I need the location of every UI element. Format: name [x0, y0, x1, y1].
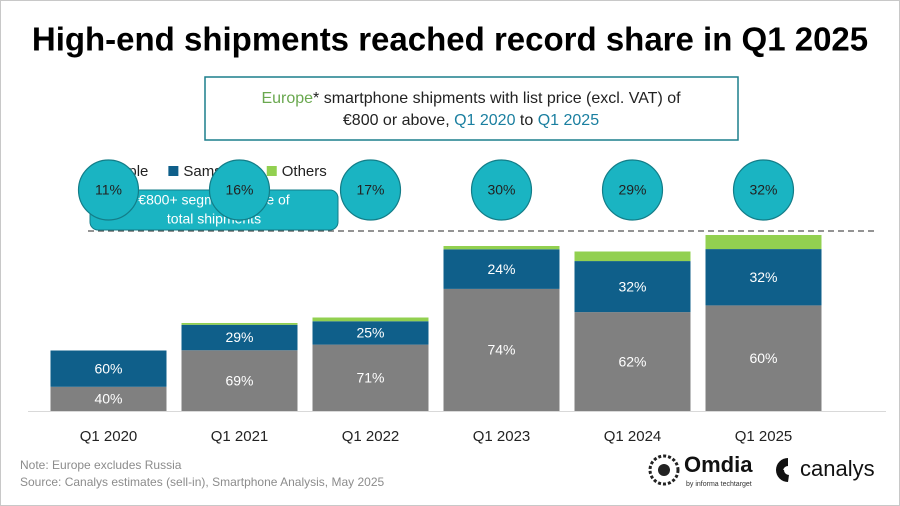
bar-segment — [443, 249, 560, 289]
canalys-logo: canalys — [776, 456, 875, 482]
share-bubble — [470, 159, 533, 221]
bar-segment — [181, 324, 298, 351]
data-label: 24% — [487, 261, 515, 277]
data-label: 32% — [749, 269, 777, 285]
share-label: 30% — [487, 182, 515, 198]
bar-segment — [181, 323, 298, 325]
omdia-logo: Omdia by informa techtarget — [648, 452, 753, 488]
bar-segment — [574, 251, 691, 262]
data-label: 74% — [487, 342, 515, 358]
subtitle-part: * smartphone shipments with list price (… — [313, 90, 681, 107]
data-label: 69% — [225, 372, 253, 388]
x-tick-label: Q1 2023 — [473, 428, 531, 445]
bar-segment — [312, 344, 429, 411]
share-label: 16% — [225, 182, 253, 198]
x-tick-label: Q1 2020 — [80, 428, 138, 445]
bar-segment — [443, 246, 560, 250]
data-label: 60% — [749, 350, 777, 366]
data-label: 62% — [618, 353, 646, 369]
data-label: 71% — [356, 370, 384, 386]
share-bubble — [339, 159, 402, 221]
note: Note: Europe excludes Russia — [20, 458, 182, 472]
data-label: 32% — [618, 278, 646, 294]
share-bubble — [601, 159, 664, 221]
x-tick-label: Q1 2022 — [342, 428, 400, 445]
subtitle-part: Europe — [261, 90, 313, 107]
data-label: 60% — [94, 360, 122, 376]
bar-segment — [312, 321, 429, 345]
subtitle-part: Q1 2025 — [538, 112, 599, 129]
subtitle-part: €800 or above, — [343, 112, 454, 129]
bar-segment — [443, 288, 560, 411]
legend-swatch — [266, 166, 277, 176]
logo-text: Omdia — [684, 452, 753, 477]
chart-title: High-end shipments reached record share … — [32, 21, 868, 58]
logo-icon — [776, 458, 789, 482]
share-label: 32% — [749, 182, 777, 198]
share-bubble — [77, 159, 140, 221]
bar-segment — [705, 305, 822, 411]
share-label: 11% — [95, 182, 122, 198]
bar-segment — [574, 261, 691, 313]
legend-swatch — [168, 166, 179, 176]
subtitle: €800 or above, Q1 2020 to Q1 2025 — [343, 112, 599, 129]
share-label: 29% — [618, 182, 646, 198]
logo-icon — [658, 464, 670, 476]
x-tick-label: Q1 2021 — [211, 428, 269, 445]
bar-segment — [181, 350, 298, 411]
x-tick-label: Q1 2024 — [604, 428, 662, 445]
legend-label: Others — [282, 163, 327, 180]
data-label: 40% — [94, 391, 122, 407]
bar-segment — [705, 249, 822, 306]
bar-segment — [312, 317, 429, 322]
bar-segment — [574, 312, 691, 411]
subtitle-part: Q1 2020 — [454, 112, 515, 129]
logo-icon — [648, 454, 680, 486]
bar-segment — [50, 386, 167, 411]
note: Source: Canalys estimates (sell-in), Sma… — [20, 475, 384, 489]
subtitle: Europe* smartphone shipments with list p… — [261, 90, 681, 107]
bar-segment — [705, 235, 822, 250]
bar-segment — [50, 350, 167, 387]
logo-subtext: by informa techtarget — [686, 481, 752, 488]
share-label: 17% — [356, 182, 384, 198]
subtitle-box — [204, 76, 739, 141]
data-label: 29% — [225, 329, 253, 345]
logo-text: canalys — [800, 456, 875, 481]
subtitle-part: to — [515, 112, 537, 129]
share-bubble — [208, 159, 271, 221]
data-label: 25% — [356, 325, 384, 341]
share-bubble — [732, 159, 795, 221]
x-tick-label: Q1 2025 — [735, 428, 793, 445]
